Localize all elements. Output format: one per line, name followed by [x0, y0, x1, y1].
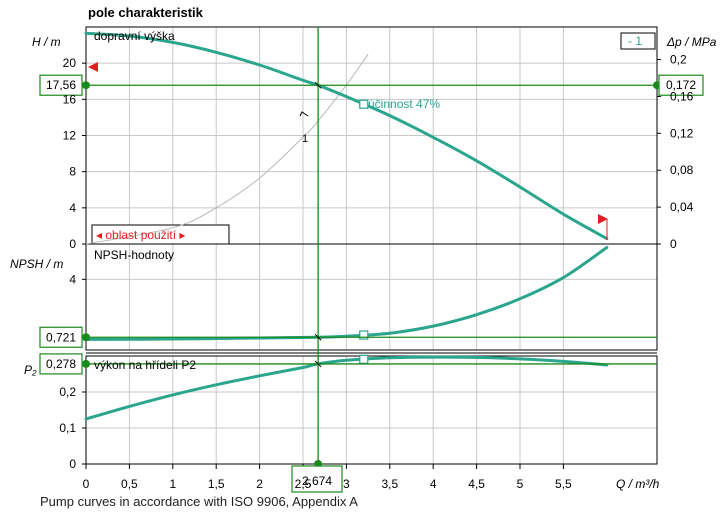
grid-layer — [86, 27, 657, 464]
y-tick-label: 0 — [69, 237, 76, 251]
right-tick-label: 0,2 — [670, 53, 687, 67]
y-tick-label: 16 — [63, 92, 77, 106]
right-tick-label: 0 — [670, 237, 677, 251]
y-tick-label: 0 — [69, 457, 76, 471]
x-axis-label: Q / m³/h — [616, 477, 660, 491]
head-curve — [84, 31, 609, 241]
panel-frame — [85, 243, 658, 351]
head-panel-label: dopravní výška — [94, 29, 175, 43]
y-tick-label: 4 — [69, 272, 76, 286]
y-tick-label: 8 — [69, 165, 76, 179]
operating-point-layer — [39, 27, 704, 493]
power-panel-label: výkon na hřídeli P2 — [94, 358, 196, 372]
pressure-axis-label: Δp / MPa — [666, 35, 717, 49]
npsh-operating-dot — [82, 333, 90, 342]
y-tick-label: 0,1 — [59, 421, 76, 435]
usage-range-box — [91, 224, 230, 245]
pressure-operating-box — [658, 74, 704, 96]
efficiency-marker — [359, 354, 369, 364]
power-operating-box — [39, 353, 83, 375]
y-tick-label: 20 — [63, 56, 77, 70]
npsh-axis-label: NPSH / m — [10, 257, 63, 271]
power-operating-label: 0,278 — [46, 357, 76, 371]
head-operating-dot — [82, 81, 90, 90]
right-tick-label: 0,08 — [670, 163, 694, 177]
efficiency-marker — [359, 330, 369, 340]
x-tick-label: 4,5 — [468, 477, 485, 491]
npsh-panel-label: NPSH-hodnoty — [94, 248, 174, 262]
usage-range-label: ◂ oblast použití ▸ — [96, 228, 185, 242]
system-curve — [85, 53, 369, 245]
x-tick-label: 2,5 — [295, 477, 312, 491]
x-tick-label: 5,5 — [555, 477, 572, 491]
npsh-operating-box — [39, 326, 83, 348]
x-tick-label: 3,5 — [381, 477, 398, 491]
power-curve — [84, 355, 609, 421]
footnote: Pump curves in accordance with ISO 9906,… — [40, 494, 358, 509]
head-operating-mark — [314, 81, 322, 89]
efficiency-marker — [359, 99, 369, 109]
npsh-curve — [84, 246, 609, 341]
curve-layer — [84, 31, 609, 421]
power-operating-mark — [314, 360, 322, 368]
head-operating-label: 17,56 — [46, 78, 76, 92]
x-tick-label: 3 — [343, 477, 350, 491]
power-axis-label: P₂ — [24, 363, 37, 377]
right-tick-label: 0,12 — [670, 126, 694, 140]
npsh-operating-mark — [314, 333, 322, 341]
curve-badge-label: - 1 — [628, 34, 642, 48]
efficiency-label: účinnost 47% — [368, 97, 440, 111]
curve-badge — [620, 32, 656, 50]
operating-x-box — [291, 465, 343, 493]
system-curve-label: 1 — [302, 133, 308, 145]
x-tick-label: 2 — [256, 477, 263, 491]
y-tick-label: 0,2 — [59, 385, 76, 399]
npsh-operating-label: 0,721 — [46, 330, 76, 344]
operating-x-label: 2,674 — [302, 474, 332, 488]
left-limit-flag — [88, 62, 98, 72]
x-tick-label: 0,5 — [121, 477, 138, 491]
x-tick-label: 1 — [169, 477, 176, 491]
pressure-operating-label: 0,172 — [666, 78, 696, 92]
y-tick-label: 4 — [69, 201, 76, 215]
right-tick-label: 0,16 — [670, 89, 694, 103]
panel-frame — [85, 355, 658, 465]
system-curve-marker — [299, 111, 309, 117]
head-axis-label: H / m — [32, 35, 61, 49]
right-tick-label: 0,04 — [670, 200, 694, 214]
head-operating-box — [39, 74, 83, 96]
x-tick-label: 5 — [517, 477, 524, 491]
x-tick-label: 4 — [430, 477, 437, 491]
right-limit-flag — [598, 214, 608, 224]
y-tick-label: 12 — [63, 129, 77, 143]
x-tick-label: 1,5 — [208, 477, 225, 491]
chart-title: pole charakteristik — [88, 5, 204, 20]
power-operating-dot — [82, 359, 90, 368]
x-tick-label: 0 — [83, 477, 90, 491]
panel-frames — [82, 26, 661, 469]
